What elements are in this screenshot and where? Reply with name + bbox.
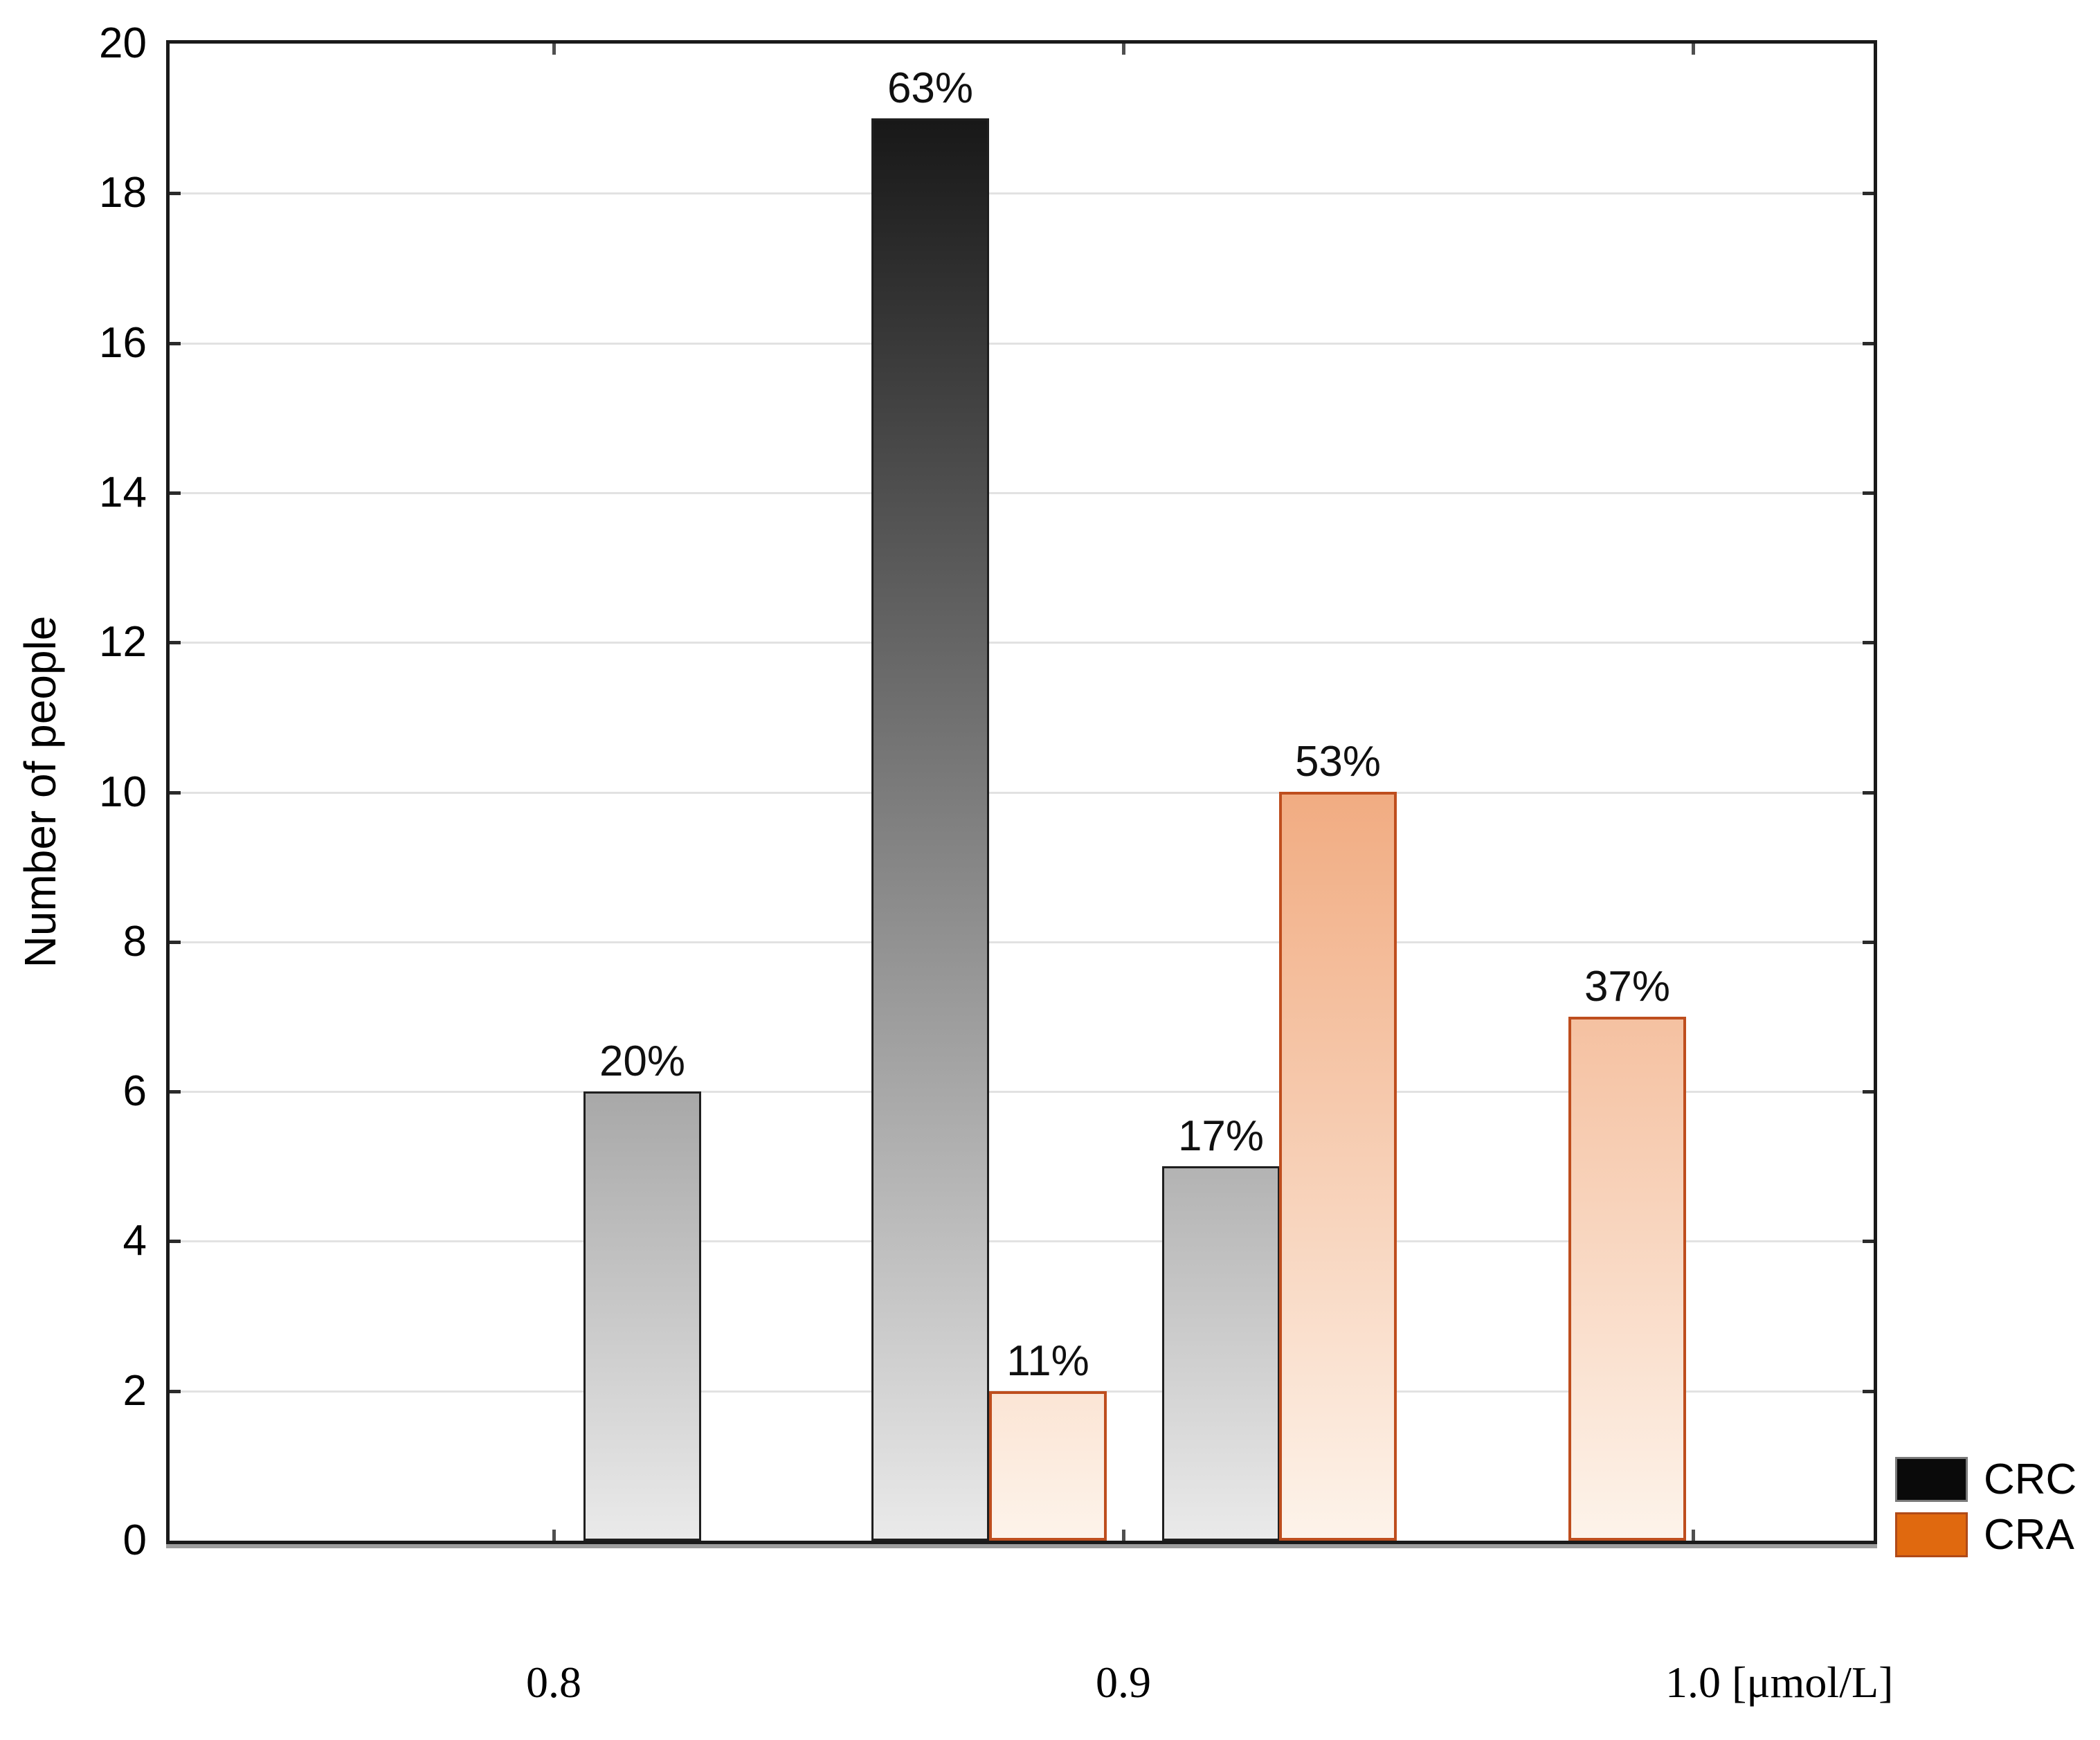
x-tick-number: 0.9	[1096, 1658, 1151, 1707]
y-tick-right	[1863, 1090, 1874, 1094]
bar-crc	[583, 1091, 701, 1541]
gridline	[170, 1240, 1874, 1243]
legend-label-crc: CRC	[1984, 1456, 2077, 1503]
bar-crc	[871, 118, 989, 1541]
x-tick-top	[1692, 44, 1695, 55]
legend-swatch-crc	[1895, 1457, 1968, 1502]
y-axis-tick-label: 16	[99, 318, 147, 367]
x-tick-number: 0.8	[526, 1658, 581, 1707]
x-tick-top	[1122, 44, 1125, 55]
gridline	[170, 1091, 1874, 1094]
gridline	[170, 192, 1874, 195]
y-tick-left	[170, 790, 181, 795]
y-tick-left	[170, 1389, 181, 1393]
bar-cra	[1279, 792, 1397, 1541]
y-tick-left	[170, 641, 181, 645]
y-tick-right	[1863, 491, 1874, 495]
gridline	[170, 642, 1874, 644]
x-tick-bottom	[1122, 1530, 1125, 1541]
gridline	[170, 342, 1874, 345]
bar-value-label: 53%	[1294, 738, 1382, 786]
y-axis-tick-label: 12	[99, 618, 147, 667]
gridline	[170, 491, 1874, 494]
y-tick-left	[170, 940, 181, 944]
y-tick-right	[1863, 1240, 1874, 1244]
y-tick-right	[1863, 940, 1874, 944]
y-axis-tick-label: 8	[123, 917, 147, 966]
x-tick-bottom	[552, 1530, 556, 1541]
y-tick-right	[1863, 192, 1874, 196]
y-tick-left	[170, 491, 181, 495]
y-tick-left	[170, 341, 181, 345]
bar-value-label: 17%	[1177, 1112, 1265, 1160]
y-tick-left	[170, 1090, 181, 1094]
x-axis-tick-label: 0.8	[526, 1658, 581, 1707]
bar-value-label: 63%	[887, 64, 974, 112]
legend-label-cra: CRA	[1984, 1511, 2074, 1559]
x-tick-top	[552, 44, 556, 55]
y-axis-tick-label: 10	[99, 768, 147, 816]
x-axis-unit: [μmol/L]	[1721, 1658, 1894, 1707]
y-axis-tick-label: 4	[123, 1217, 147, 1265]
bar-cra	[989, 1391, 1107, 1541]
y-axis-tick-label: 18	[99, 169, 147, 217]
bar-crc	[1162, 1166, 1280, 1541]
legend-swatch-cra	[1895, 1512, 1968, 1557]
x-tick-number: 1.0	[1665, 1658, 1721, 1707]
bar-value-label: 11%	[1006, 1337, 1089, 1385]
x-tick-bottom	[1692, 1530, 1695, 1541]
y-axis-tick-label: 0	[123, 1516, 147, 1564]
gridline	[170, 941, 1874, 943]
y-tick-right	[1863, 341, 1874, 345]
plot-area: 20% 63% 11% 17% 53% 37%	[166, 40, 1877, 1544]
y-axis-tick-label: 2	[123, 1366, 147, 1415]
y-axis-tick-label: 6	[123, 1067, 147, 1116]
bar-value-label: 37%	[1584, 963, 1671, 1011]
y-axis-tick-label: 14	[99, 468, 147, 516]
gridline	[170, 791, 1874, 794]
bar-cra	[1568, 1017, 1686, 1541]
y-tick-right	[1863, 790, 1874, 795]
y-tick-right	[1863, 1389, 1874, 1393]
y-tick-right	[1863, 641, 1874, 645]
x-axis-tick-label: 0.9	[1096, 1658, 1151, 1707]
bar-value-label: 20%	[599, 1037, 686, 1085]
x-axis-tick-label: 1.0 [μmol/L]	[1665, 1658, 1893, 1707]
y-tick-left	[170, 1240, 181, 1244]
y-tick-left	[170, 192, 181, 196]
y-axis-tick-label: 20	[99, 19, 147, 67]
